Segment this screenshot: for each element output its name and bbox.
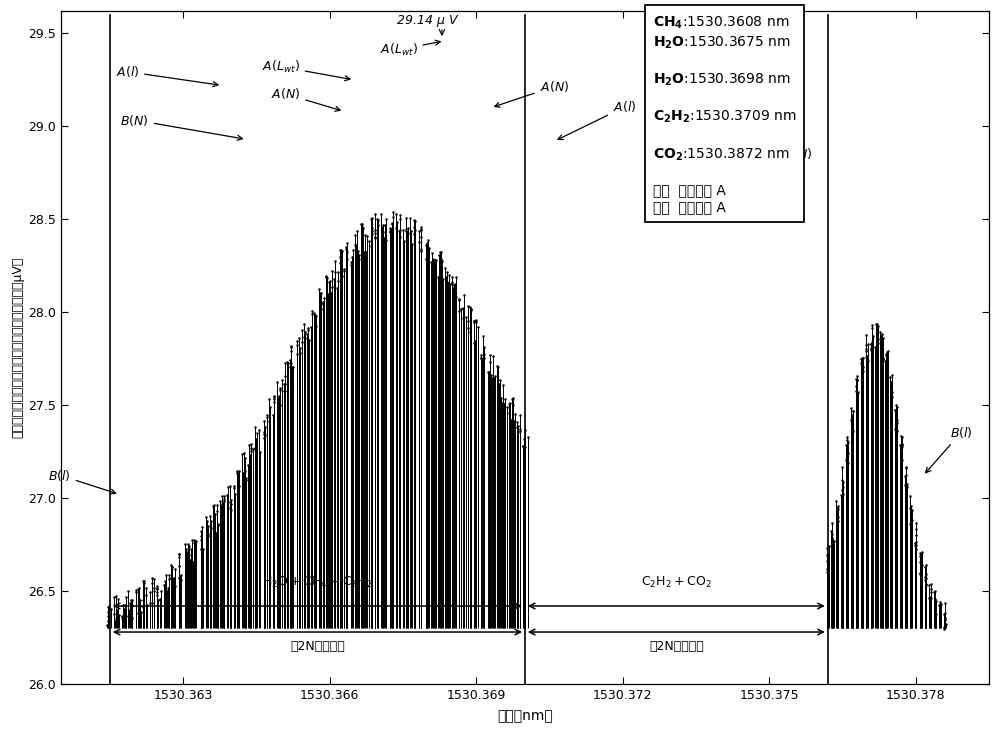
- Text: 左2N样本空间: 左2N样本空间: [290, 640, 345, 653]
- Text: $A(l)$: $A(l)$: [116, 64, 218, 87]
- X-axis label: 波长（nm）: 波长（nm）: [497, 709, 553, 723]
- Text: $B(N)$: $B(N)$: [120, 112, 242, 140]
- Text: $A(L_{wt})$: $A(L_{wt})$: [262, 59, 350, 81]
- Text: 右2N样本空间: 右2N样本空间: [649, 640, 704, 653]
- Text: $\mathbf{CH_4}$:1530.3608 nm
$\mathbf{H_2O}$:1530.3675 nm

$\mathbf{H_2O}$:1530.: $\mathbf{CH_4}$:1530.3608 nm $\mathbf{H_…: [653, 15, 797, 214]
- Text: $B(l)$: $B(l)$: [48, 468, 116, 494]
- Text: $B(N)$: $B(N)$: [763, 146, 812, 171]
- Text: $A(L_{wt})$: $A(L_{wt})$: [380, 40, 440, 58]
- Y-axis label: 在最大値线半宽内变压器油溶解气的光声光谱（μV）: 在最大値线半宽内变压器油溶解气的光声光谱（μV）: [11, 257, 24, 438]
- Text: $\mathrm{H_2O+CH_4+C_2H_2}$: $\mathrm{H_2O+CH_4+C_2H_2}$: [262, 575, 373, 590]
- Text: 29.14 μ V: 29.14 μ V: [397, 14, 458, 27]
- Text: $B(l)$: $B(l)$: [926, 425, 973, 473]
- Text: $A(N)$: $A(N)$: [271, 87, 340, 112]
- Text: $\mathrm{C_2H_2+CO_2}$: $\mathrm{C_2H_2+CO_2}$: [641, 575, 712, 590]
- Text: $A(l)$: $A(l)$: [558, 100, 636, 139]
- Text: $A(N)$: $A(N)$: [495, 79, 569, 107]
